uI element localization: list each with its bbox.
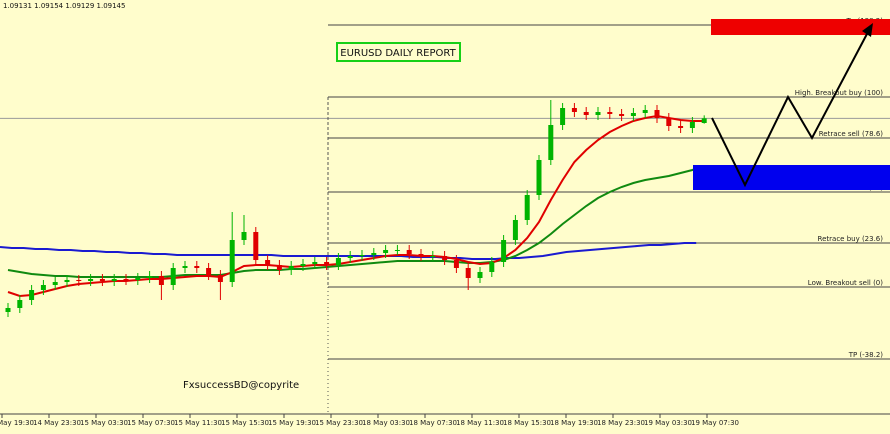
candle-body — [229, 240, 235, 282]
candle-body — [276, 265, 282, 270]
x-tick-label: 14 May 19:30 — [0, 419, 34, 427]
x-tick-label: 18 May 03:30 — [362, 419, 410, 427]
candle-body — [583, 112, 589, 115]
candle-body — [40, 285, 46, 290]
candle-body — [512, 220, 518, 240]
candle-body — [560, 108, 566, 125]
candle-body — [324, 262, 330, 265]
candle-body — [571, 108, 577, 112]
candle-body — [64, 280, 70, 282]
moving-average — [7, 165, 705, 278]
x-tick-label: 14 May 23:30 — [33, 419, 81, 427]
candle-body — [465, 268, 471, 278]
candle-body — [383, 250, 389, 253]
candle-body — [453, 260, 459, 268]
x-tick-label: 15 May 03:30 — [80, 419, 128, 427]
x-tick-label: 19 May 07:30 — [691, 419, 739, 427]
watermark: FxsuccessBD@copyrite — [183, 380, 299, 391]
x-tick-label: 15 May 11:30 — [174, 419, 222, 427]
candle-body — [52, 282, 58, 285]
title-box — [336, 42, 461, 62]
candle-body — [158, 276, 164, 285]
candle-body — [371, 253, 377, 255]
candle-body — [206, 268, 212, 275]
candle-body — [689, 122, 695, 128]
ohlc-header: 1.09131 1.09154 1.09129 1.09145 — [3, 2, 125, 10]
candle-body — [170, 268, 176, 285]
candle-body — [630, 113, 636, 116]
level-label: Low. Breakout sell (0) — [808, 279, 883, 287]
candle-body — [99, 279, 105, 281]
candle-body — [135, 278, 141, 280]
projection-arrow — [711, 31, 869, 188]
candle-body — [312, 262, 318, 264]
candle-body — [29, 290, 35, 300]
x-tick-label: 18 May 15:30 — [503, 419, 551, 427]
candle-body — [288, 266, 294, 270]
candle-body — [666, 118, 672, 126]
candle-body — [394, 250, 400, 251]
candle-body — [241, 232, 247, 240]
x-tick-label: 18 May 07:30 — [409, 419, 457, 427]
candle-body — [17, 300, 23, 308]
x-tick-label: 18 May 11:30 — [456, 419, 504, 427]
candle-body — [194, 266, 200, 268]
candle-body — [123, 279, 129, 280]
candles — [5, 100, 707, 317]
candle-body — [489, 262, 495, 272]
level-label: High. Breakout buy (100) — [795, 89, 883, 97]
candle-body — [182, 266, 188, 268]
candle-body — [335, 258, 341, 265]
candle-body — [347, 256, 353, 258]
x-tick-label: 18 May 19:30 — [550, 419, 598, 427]
candle-body — [678, 126, 684, 128]
candle-body — [619, 114, 625, 116]
chart-title: EURUSD DAILY REPORT — [340, 48, 456, 59]
candle-body — [548, 125, 554, 160]
candle-body — [642, 110, 648, 113]
candle-body — [88, 279, 94, 281]
candle-body — [442, 256, 448, 260]
candle-body — [265, 260, 271, 265]
candle-body — [300, 264, 306, 266]
candle-body — [76, 280, 82, 281]
candle-body — [654, 110, 660, 118]
candle-body — [524, 195, 530, 220]
buy-zone — [693, 165, 890, 190]
candle-body — [701, 118, 707, 123]
level-label: Retrace buy (23.6) — [818, 235, 884, 243]
candle-body — [147, 276, 153, 278]
candle-body — [595, 112, 601, 115]
target-zone — [711, 19, 890, 35]
level-label: Retrace sell (78.6) — [819, 130, 884, 138]
candle-body — [359, 255, 365, 256]
x-tick-label: 19 May 03:30 — [644, 419, 692, 427]
candle-body — [477, 272, 483, 278]
candle-body — [111, 279, 117, 281]
x-tick-label: 15 May 07:30 — [127, 419, 175, 427]
arrow-head — [862, 23, 873, 37]
candle-body — [430, 256, 436, 257]
candle-body — [217, 275, 223, 282]
candle-body — [253, 232, 259, 260]
x-tick-label: 15 May 19:30 — [268, 419, 316, 427]
candle-body — [501, 240, 507, 262]
x-tick-label: 15 May 15:30 — [221, 419, 269, 427]
candle-body — [418, 254, 424, 256]
candle-body — [5, 308, 11, 312]
candle-body — [607, 112, 613, 114]
moving-average — [7, 114, 705, 298]
level-label: TP (-38.2) — [848, 351, 884, 359]
candle-body — [536, 160, 542, 195]
candle-body — [406, 250, 412, 254]
x-tick-label: 18 May 23:30 — [597, 419, 645, 427]
x-tick-label: 15 May 23:30 — [315, 419, 363, 427]
